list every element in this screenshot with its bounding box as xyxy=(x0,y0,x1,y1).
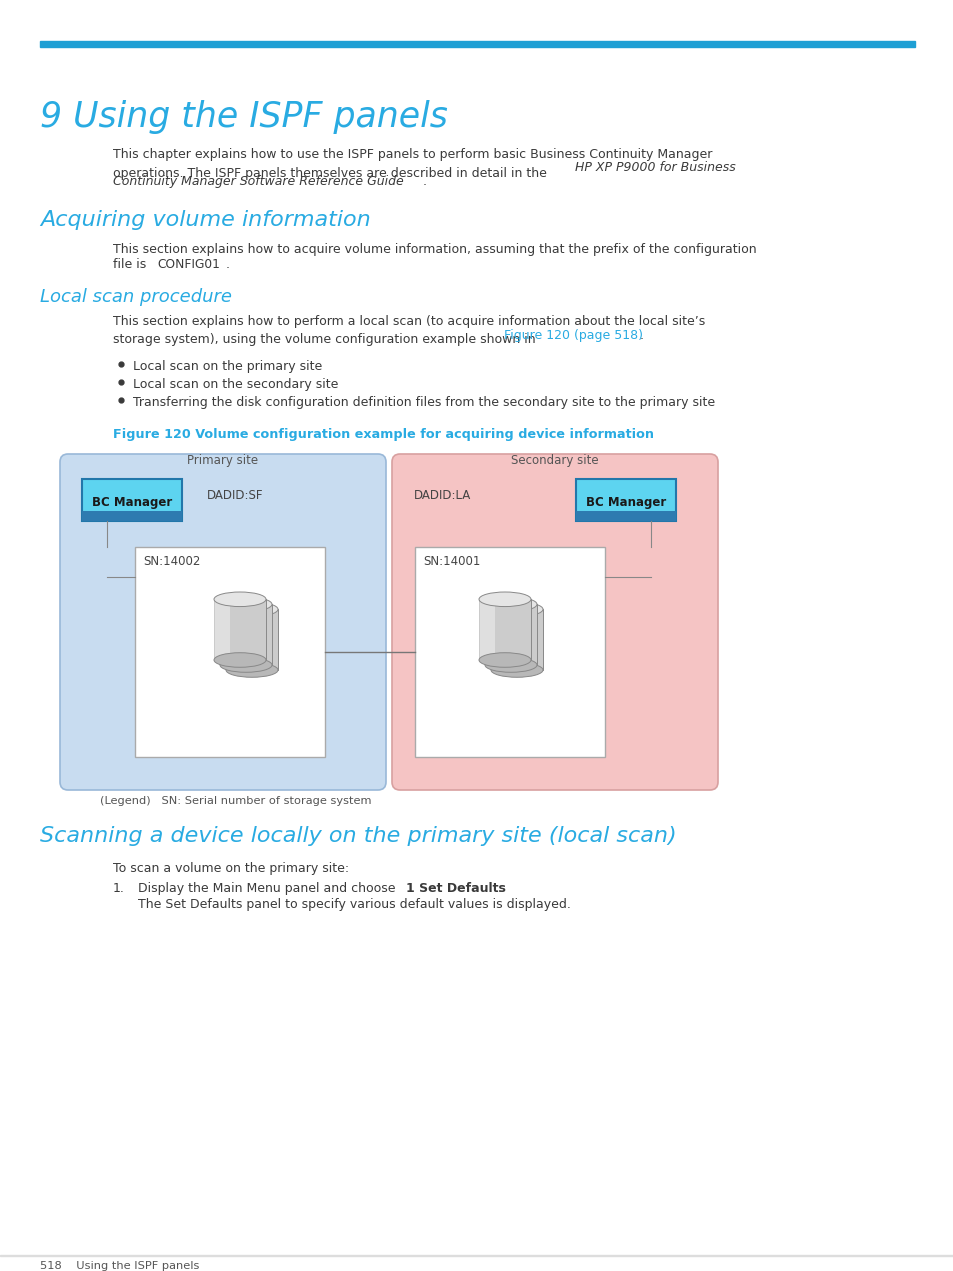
Bar xyxy=(220,604,272,665)
Ellipse shape xyxy=(220,597,272,611)
Text: 9 Using the ISPF panels: 9 Using the ISPF panels xyxy=(40,100,447,133)
Bar xyxy=(576,511,676,521)
Ellipse shape xyxy=(491,662,542,677)
Text: To scan a volume on the primary site:: To scan a volume on the primary site: xyxy=(112,862,349,874)
Bar xyxy=(226,609,277,670)
Ellipse shape xyxy=(213,653,266,667)
Ellipse shape xyxy=(226,602,277,616)
Ellipse shape xyxy=(478,592,531,606)
Text: DADID:LA: DADID:LA xyxy=(414,489,471,502)
Text: file is: file is xyxy=(112,258,150,271)
Text: DADID:SF: DADID:SF xyxy=(207,489,263,502)
Text: BC Manager: BC Manager xyxy=(585,496,665,508)
Bar xyxy=(226,609,241,670)
Bar xyxy=(213,600,230,660)
Text: Secondary site: Secondary site xyxy=(511,454,598,466)
Bar xyxy=(82,511,182,521)
Text: Local scan procedure: Local scan procedure xyxy=(40,289,232,306)
Text: Local scan on the primary site: Local scan on the primary site xyxy=(132,360,322,372)
Bar xyxy=(135,547,325,758)
Text: SN:14001: SN:14001 xyxy=(422,555,480,568)
Bar xyxy=(478,600,531,660)
Text: Primary site: Primary site xyxy=(187,454,258,466)
Text: This chapter explains how to use the ISPF panels to perform basic Business Conti: This chapter explains how to use the ISP… xyxy=(112,147,712,179)
FancyBboxPatch shape xyxy=(60,454,386,791)
Text: Figure 120 (page 518): Figure 120 (page 518) xyxy=(503,329,642,342)
Text: The Set Defaults panel to specify various default values is displayed.: The Set Defaults panel to specify variou… xyxy=(138,899,570,911)
Bar xyxy=(415,547,604,758)
Ellipse shape xyxy=(213,592,266,606)
Text: Acquiring volume information: Acquiring volume information xyxy=(40,210,371,230)
Text: Display the Main Menu panel and choose: Display the Main Menu panel and choose xyxy=(138,882,399,895)
Text: .: . xyxy=(226,258,230,271)
Text: HP XP P9000 for Business: HP XP P9000 for Business xyxy=(575,161,735,174)
Bar xyxy=(220,604,235,665)
Text: .: . xyxy=(422,175,427,188)
Bar xyxy=(484,604,500,665)
Text: Transferring the disk configuration definition files from the secondary site to : Transferring the disk configuration defi… xyxy=(132,397,715,409)
Text: CONFIG01: CONFIG01 xyxy=(157,258,219,271)
Ellipse shape xyxy=(484,657,537,672)
Ellipse shape xyxy=(226,662,277,677)
Ellipse shape xyxy=(220,657,272,672)
Text: This section explains how to perform a local scan (to acquire information about : This section explains how to perform a l… xyxy=(112,315,704,347)
Text: Scanning a device locally on the primary site (local scan): Scanning a device locally on the primary… xyxy=(40,826,676,846)
FancyBboxPatch shape xyxy=(392,454,718,791)
Text: Continuity Manager Software Reference Guide: Continuity Manager Software Reference Gu… xyxy=(112,175,403,188)
Bar xyxy=(484,604,537,665)
Ellipse shape xyxy=(491,602,542,616)
Text: Figure 120 Volume configuration example for acquiring device information: Figure 120 Volume configuration example … xyxy=(112,428,654,441)
Ellipse shape xyxy=(484,597,537,611)
Text: This section explains how to acquire volume information, assuming that the prefi: This section explains how to acquire vol… xyxy=(112,243,756,255)
Bar xyxy=(491,609,542,670)
Bar xyxy=(82,479,182,521)
Text: BC Manager: BC Manager xyxy=(91,496,172,508)
Ellipse shape xyxy=(478,653,531,667)
Text: 518    Using the ISPF panels: 518 Using the ISPF panels xyxy=(40,1261,199,1271)
Text: SN:14002: SN:14002 xyxy=(143,555,200,568)
Text: .: . xyxy=(639,329,643,342)
Text: .: . xyxy=(497,882,501,895)
Bar xyxy=(478,600,494,660)
Text: 1 Set Defaults: 1 Set Defaults xyxy=(406,882,505,895)
Text: Local scan on the secondary site: Local scan on the secondary site xyxy=(132,377,338,391)
Text: 1.: 1. xyxy=(112,882,125,895)
Bar xyxy=(40,41,914,47)
Bar xyxy=(213,600,266,660)
Bar xyxy=(491,609,506,670)
Bar xyxy=(576,479,676,521)
Text: (Legend)   SN: Serial number of storage system: (Legend) SN: Serial number of storage sy… xyxy=(100,796,371,806)
